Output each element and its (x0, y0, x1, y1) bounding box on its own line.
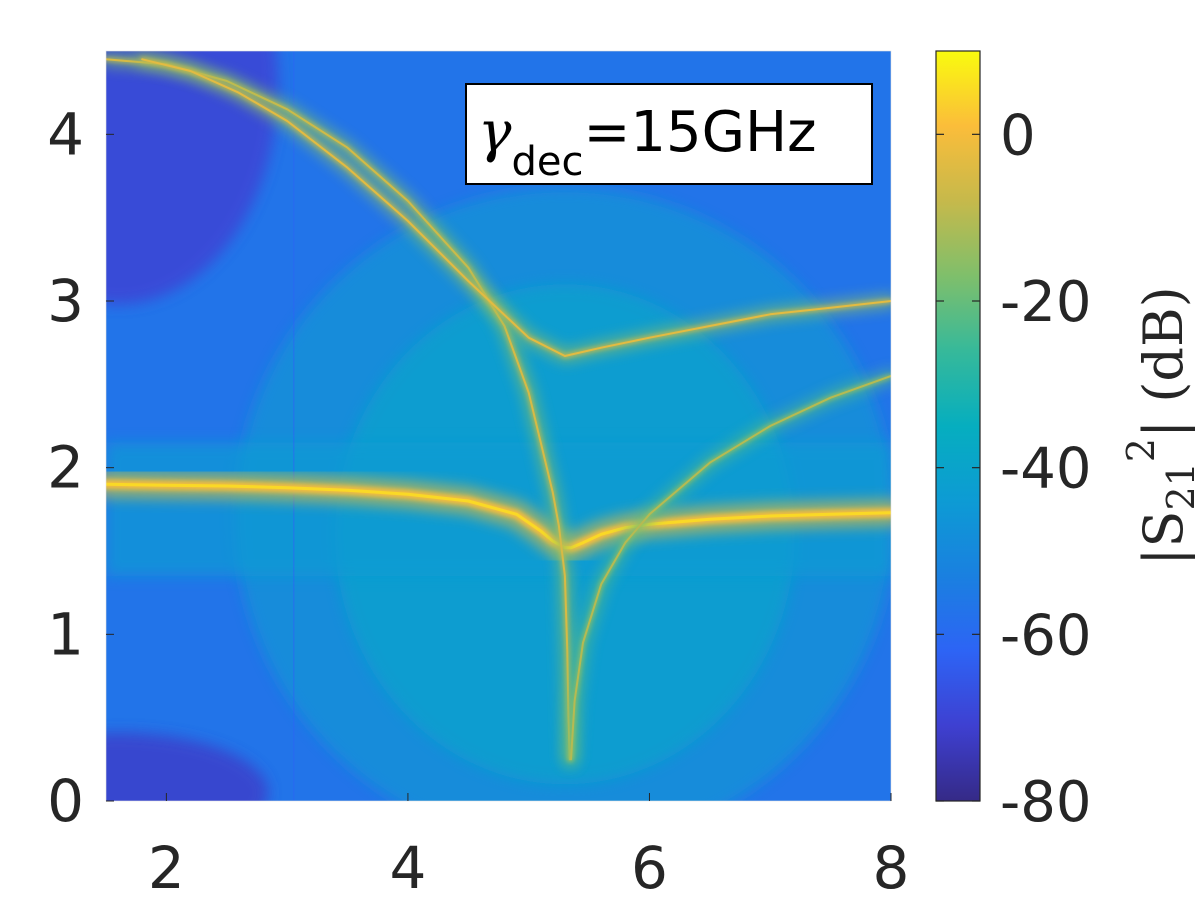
y-tick-label: 0 (47, 767, 84, 835)
y-tick-label: 1 (47, 600, 84, 668)
x-tick-label: 8 (873, 834, 910, 901)
colorbar-label-superscript: 2 (1119, 438, 1163, 462)
heatmap-field-dark-corner-top (106, 51, 279, 305)
colorbar-tick-label: -60 (1000, 603, 1091, 668)
annotation-box: γdec=15GHz (465, 83, 873, 185)
annotation-value: =15GHz (583, 100, 816, 165)
y-axis: 0 1 2 3 4 (47, 100, 114, 835)
colorbar-tick-label: -40 (1000, 437, 1091, 502)
heatmap-field-seam (293, 51, 295, 801)
plot-frame (105, 50, 892, 802)
curve-line-3 (570, 375, 891, 761)
heatmap-resonance-curves (106, 53, 891, 766)
y-tick-label: 2 (47, 434, 84, 502)
colorbar-label: |S212| (dB) (1119, 286, 1196, 565)
colorbar-label-subscript: 21 (1159, 462, 1196, 510)
heatmap-field-dark-corner-bottom (106, 732, 269, 801)
colorbar-gradient (935, 50, 981, 802)
x-tick-label: 4 (389, 834, 426, 901)
curve-line-4 (141, 58, 891, 357)
colorbar-ticks: 0 -20 -40 -60 -80 (936, 103, 1091, 835)
x-tick-label: 6 (631, 834, 668, 901)
x-axis: 2 4 6 8 (148, 793, 910, 901)
curve-line-2 (106, 58, 571, 761)
annotation-frame (465, 83, 873, 185)
colorbar: 0 -20 -40 -60 -80 |S212| (dB) (935, 50, 1196, 835)
colorbar-label-prefix: |S (1132, 511, 1195, 566)
colorbar-tick-label: -80 (1000, 770, 1091, 835)
x-tick-label: 2 (148, 834, 185, 901)
y-tick-label: 4 (47, 100, 84, 168)
colorbar-tick-label: -20 (1000, 270, 1091, 335)
annotation-symbol: γ (478, 100, 512, 165)
annotation-text: γdec=15GHz (478, 100, 817, 185)
annotation-subscript: dec (511, 139, 583, 185)
colorbar-tick-label: 0 (1000, 103, 1036, 168)
y-tick-label: 3 (47, 267, 84, 335)
colorbar-label-suffix: | (dB) (1132, 286, 1195, 438)
